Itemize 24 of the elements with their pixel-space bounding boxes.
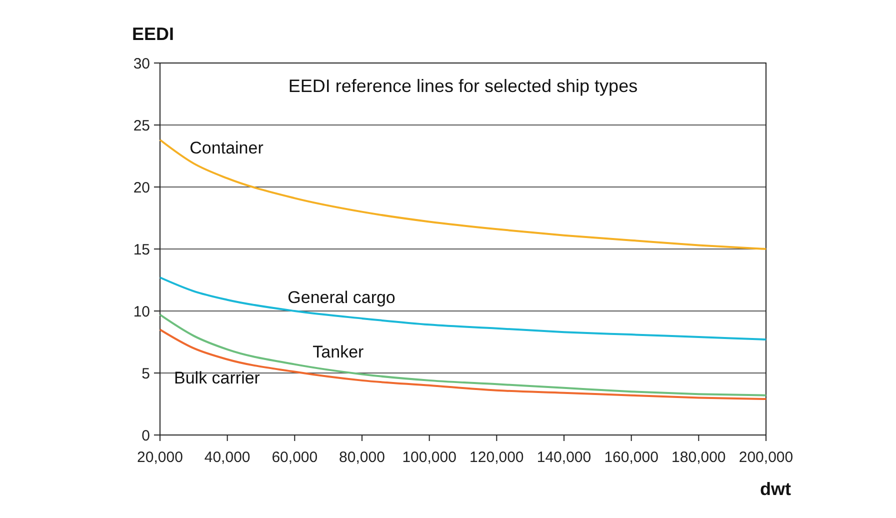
y-tick-label: 25: [133, 117, 150, 134]
y-axis-title: EEDI: [132, 24, 174, 44]
y-tick-label: 5: [142, 365, 150, 382]
y-tick-label: 15: [133, 241, 150, 258]
y-tick-label: 30: [133, 55, 150, 72]
x-tick-label: 100,000: [402, 449, 456, 466]
series-label: Tanker: [312, 342, 364, 362]
y-tick-label: 10: [133, 303, 150, 320]
series-label: Bulk carrier: [174, 368, 260, 388]
x-tick-label: 60,000: [272, 449, 318, 466]
series-label: General cargo: [288, 288, 396, 307]
x-axis-title: dwt: [760, 479, 791, 499]
x-tick-label: 200,000: [738, 449, 794, 466]
y-tick-label: 0: [142, 427, 150, 444]
x-tick-label: 180,000: [672, 449, 726, 466]
y-tick-label: 20: [133, 179, 150, 196]
x-tick-label: 20,000: [137, 449, 183, 466]
x-tick-label: 80,000: [339, 449, 385, 466]
x-tick-label: 120,000: [470, 449, 524, 466]
series-label: Container: [190, 138, 264, 158]
x-tick-label: 40,000: [204, 449, 250, 466]
x-tick-label: 140,000: [536, 449, 592, 466]
x-tick-label: 160,000: [604, 449, 658, 466]
text: EEDI reference lines for selected ship types: [288, 76, 638, 96]
